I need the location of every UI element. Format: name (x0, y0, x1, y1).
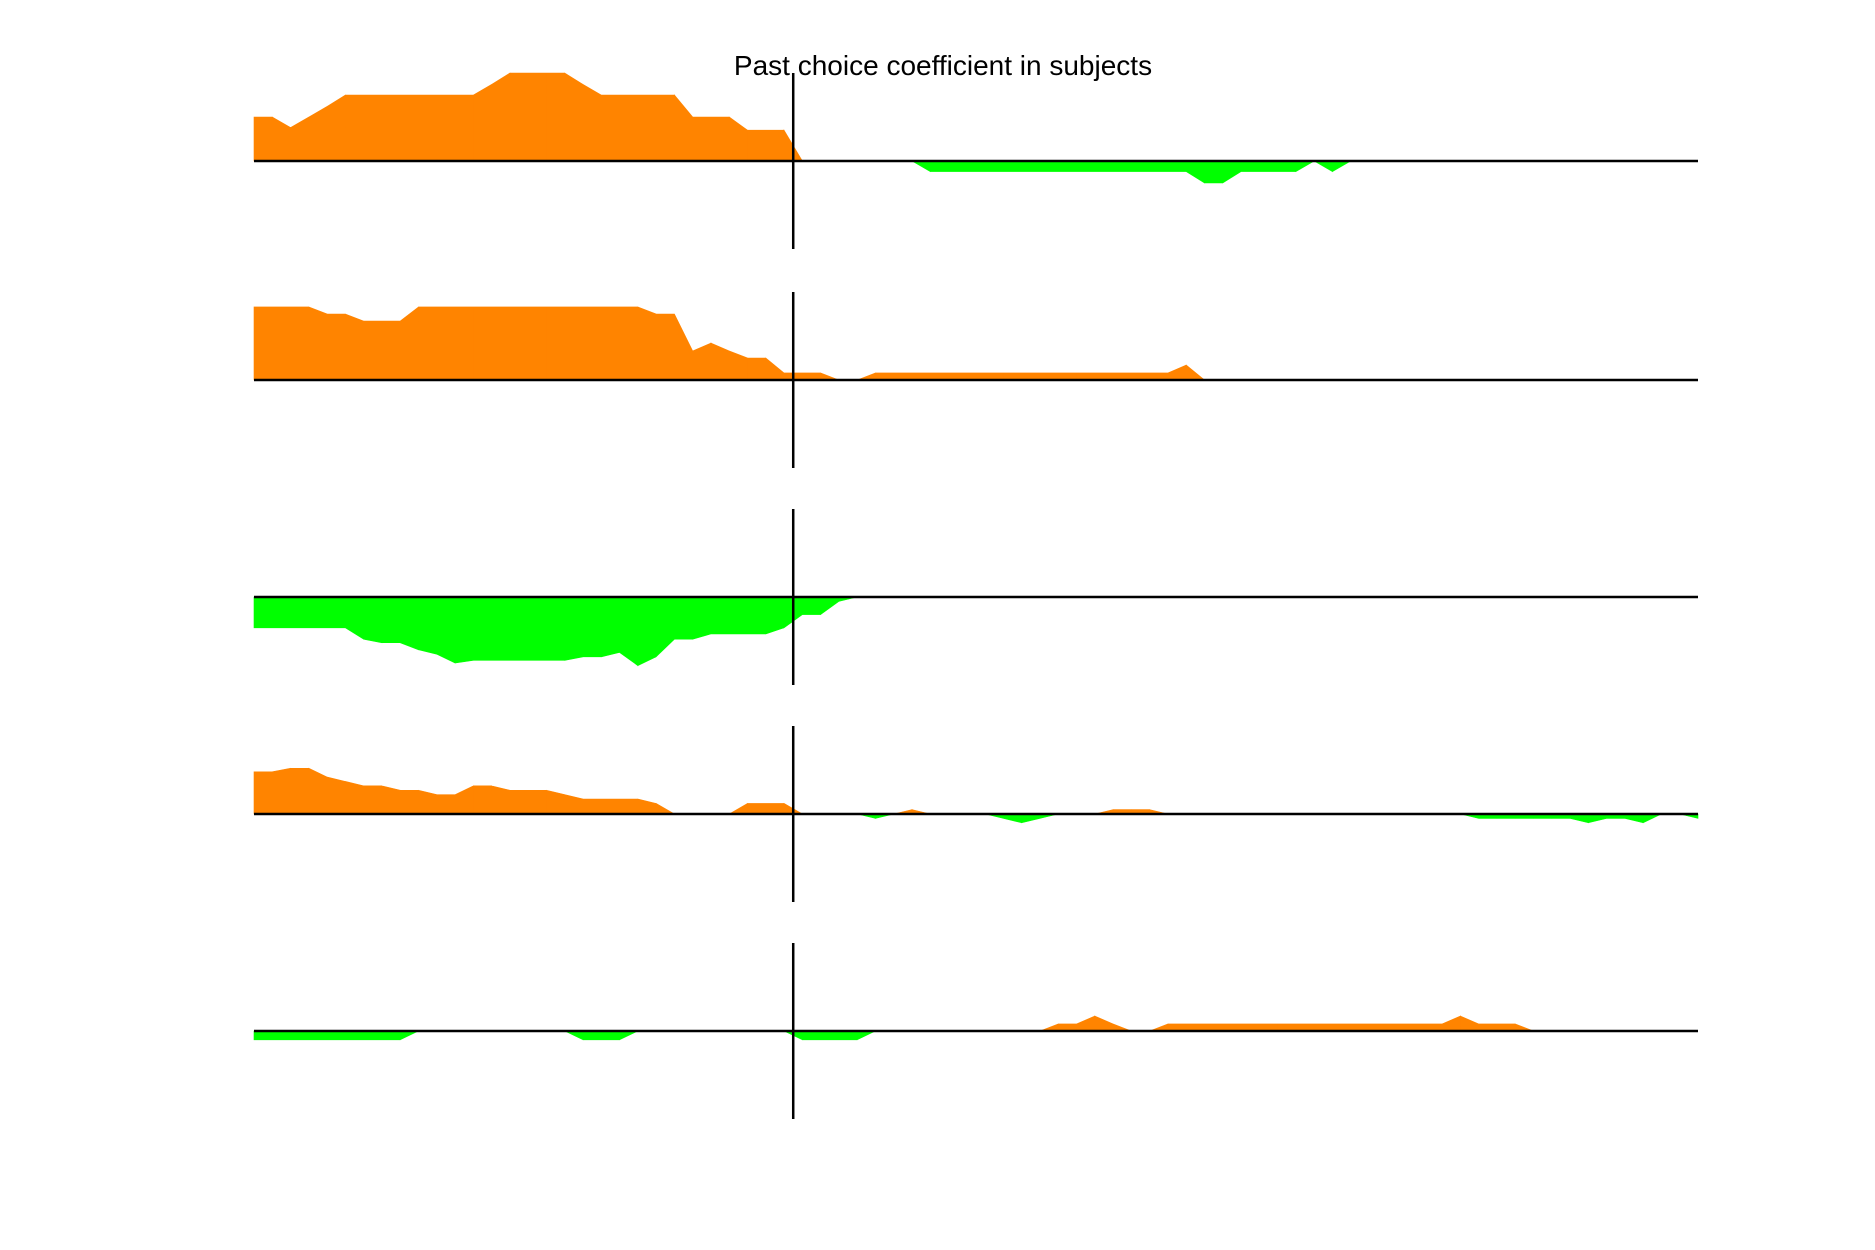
negative-area-panel-4 (857, 813, 1699, 824)
panel-5 (253, 943, 1698, 1119)
positive-area-panel-5 (1039, 1015, 1534, 1032)
chart-title: Past choice coefficient in subjects (734, 50, 1152, 81)
panel-1 (253, 72, 1698, 249)
panel-2 (253, 292, 1698, 468)
panel-4 (253, 726, 1699, 902)
panels-group (253, 72, 1699, 1119)
panel-3 (253, 509, 1698, 685)
positive-area-panel-2 (253, 306, 1206, 381)
negative-area-panel-3 (253, 596, 858, 667)
negative-area-panel-1 (910, 160, 1352, 184)
negative-area-panel-5 (253, 1030, 876, 1041)
positive-area-panel-4 (253, 767, 1168, 815)
positive-area-panel-1 (253, 72, 803, 162)
